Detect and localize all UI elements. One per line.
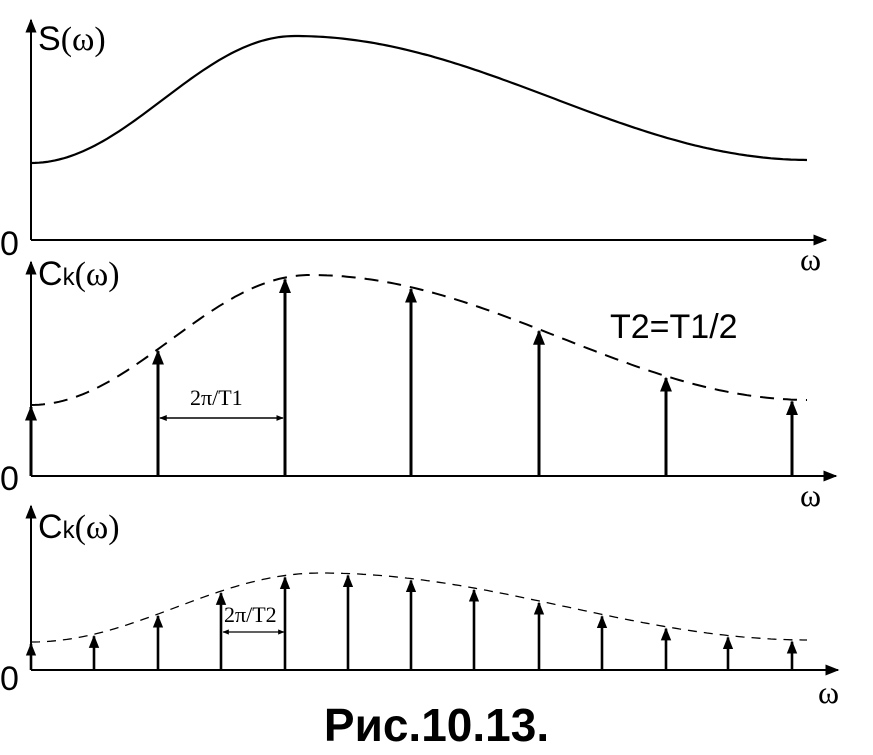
envelope-curve [30,274,808,406]
spectral-lines [25,574,798,670]
origin-label: 0 [0,460,19,498]
y-axis-label: Ck(ω) [38,508,120,546]
spectrum-curve [30,34,808,165]
origin-label: 0 [0,225,19,263]
envelope-curve [31,572,807,643]
y-axis-label: S(ω) [38,20,106,58]
x-axis-label: ω [800,241,821,277]
y-axis-label: Ck(ω) [38,255,120,293]
panel-period-t1: 2π/T1 T2=T1/2 Ck(ω) 0 ω [0,255,838,513]
figure-caption: Рис.10.13. [323,699,550,751]
x-axis-label: ω [818,674,839,710]
origin-label: 0 [0,660,19,698]
spacing-label: 2π/T2 [224,602,277,627]
panel-period-t2: 2π/T2 Ck(ω) 0 ω [0,504,840,710]
spacing-label: 2π/T1 [190,385,243,410]
x-axis-label: ω [800,477,821,513]
period-note: T2=T1/2 [610,308,738,346]
panel-continuous: S(ω) 0 ω [0,18,828,277]
spectral-lines [25,278,798,476]
